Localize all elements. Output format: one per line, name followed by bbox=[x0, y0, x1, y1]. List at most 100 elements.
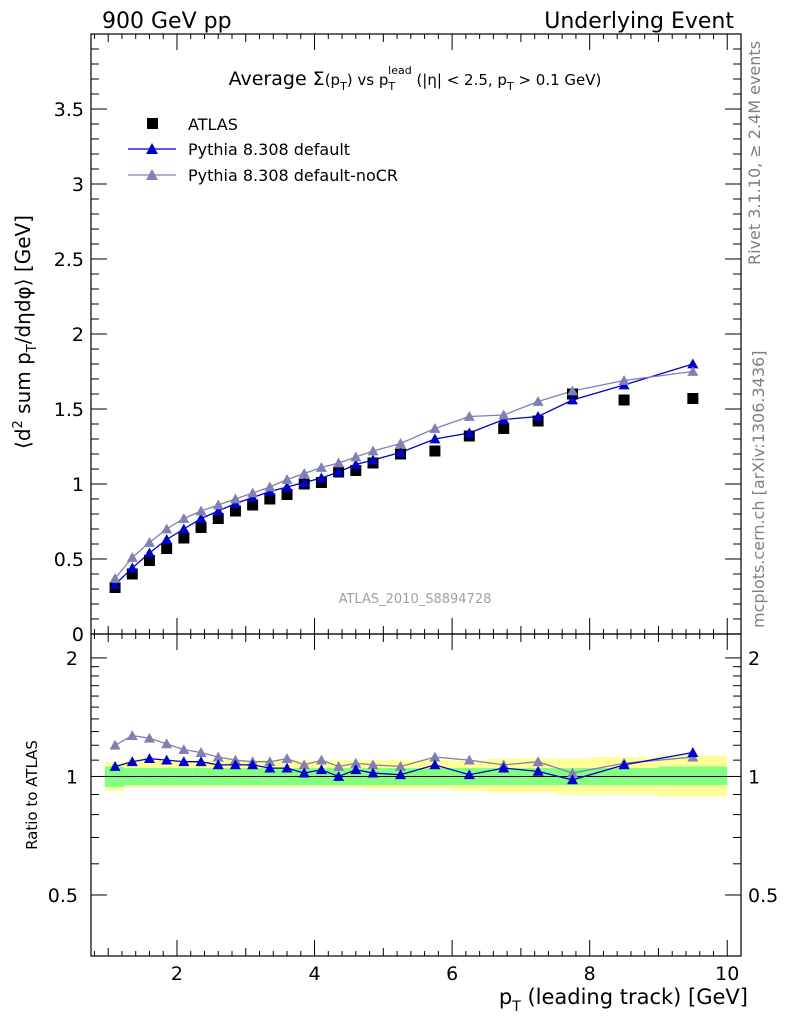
series-1-point bbox=[161, 534, 173, 544]
series-2-point bbox=[281, 474, 293, 484]
ratio-series-line-1 bbox=[114, 734, 693, 774]
ratio-series-0-point bbox=[247, 759, 259, 770]
series-1-point bbox=[463, 427, 475, 438]
ratio-series-1-point bbox=[333, 760, 345, 771]
ratio-series-0-point bbox=[618, 759, 630, 770]
main-ytick-label: 2.5 bbox=[54, 249, 84, 271]
series-2-point bbox=[429, 423, 441, 433]
atlas-point bbox=[687, 393, 699, 404]
ratio-series-0-point bbox=[178, 756, 190, 767]
main-ytick-label: 3.5 bbox=[54, 99, 84, 121]
legend-item-nocr: Pythia 8.308 default-noCR bbox=[128, 166, 398, 185]
ratio-series-0-point bbox=[395, 769, 407, 780]
ratio-series-0-point bbox=[109, 760, 121, 771]
atlas-point bbox=[161, 543, 173, 554]
series-line-1 bbox=[114, 363, 694, 585]
ratio-series-1-point bbox=[429, 751, 441, 762]
ratio-series-1-point bbox=[532, 756, 544, 767]
series-2-point bbox=[333, 457, 345, 468]
main-ytick-label: 1.5 bbox=[54, 399, 84, 421]
series-1-point bbox=[395, 447, 407, 457]
header-left: 900 GeV pp bbox=[102, 9, 232, 34]
mcplots-label: mcplots.cern.ch [arXiv:1306.3436] bbox=[749, 351, 768, 628]
ratio-series-1-point bbox=[109, 739, 121, 750]
atlas-point bbox=[195, 522, 207, 533]
series-2-point bbox=[143, 537, 155, 547]
header-right: Underlying Event bbox=[544, 9, 734, 34]
series-1-point bbox=[298, 477, 310, 487]
series-2-point bbox=[195, 505, 207, 516]
legend-marker-atlas bbox=[147, 118, 158, 129]
ratio-series-0-point bbox=[687, 747, 699, 757]
chart-title: Average Σ(pT) vs pTlead (|η| < 2.5, pT >… bbox=[229, 64, 602, 93]
ratio-y-axis-label: Ratio to ATLAS bbox=[23, 740, 41, 850]
ratio-series-0-point bbox=[229, 759, 241, 770]
main-panel: 0 0.5 1 1.5 2 2.5 3 3.5 ATLAS_2010_S8894728 Ave… bbox=[11, 33, 742, 646]
series-2-point bbox=[298, 468, 310, 478]
xtick-label: 10 bbox=[715, 963, 739, 985]
series-2-point bbox=[687, 366, 699, 376]
series-2-point bbox=[247, 487, 259, 498]
ratio-series-0-point bbox=[566, 774, 578, 785]
main-ytick-label: 0 bbox=[72, 624, 84, 646]
ratio-series-1-point bbox=[195, 747, 207, 757]
ratio-ytick-label: 2 bbox=[66, 648, 78, 670]
series-2-point bbox=[161, 523, 173, 534]
series-2-point bbox=[350, 451, 362, 462]
ratio-band-inner bbox=[658, 766, 728, 786]
ratio-series-1-point bbox=[315, 754, 327, 765]
ratio-ytick-label-right: 2 bbox=[748, 648, 760, 670]
ratio-series-0-point bbox=[333, 770, 345, 781]
legend-item-atlas: ATLAS bbox=[147, 115, 238, 134]
ratio-series-0-point bbox=[298, 767, 310, 778]
series-1-point bbox=[195, 513, 207, 523]
ratio-series-1-point bbox=[212, 751, 224, 762]
ratio-series-1-point bbox=[463, 754, 475, 765]
series-1-point bbox=[212, 505, 224, 516]
ratio-series-1-point bbox=[367, 759, 379, 770]
main-ytick-label: 0.5 bbox=[54, 549, 84, 571]
xtick-label: 8 bbox=[584, 963, 596, 985]
atlas-point bbox=[618, 394, 630, 406]
ratio-series-1-point bbox=[178, 744, 190, 754]
atlas-point bbox=[498, 423, 510, 434]
series-2-point bbox=[367, 445, 379, 456]
ratio-series-0-point bbox=[143, 753, 155, 764]
series-1-point bbox=[281, 481, 293, 492]
ratio-series-0-point bbox=[212, 759, 224, 770]
ratio-ytick-label: 1 bbox=[66, 766, 78, 788]
series-2-point bbox=[229, 493, 241, 504]
ratio-series-0-point bbox=[532, 765, 544, 776]
atlas-point bbox=[212, 513, 224, 524]
series-1-point bbox=[109, 579, 121, 589]
series-1-point bbox=[126, 562, 138, 573]
ratio-series-0-point bbox=[350, 764, 362, 775]
xtick-label: 2 bbox=[171, 963, 183, 985]
ratio-series-1-point bbox=[126, 730, 138, 740]
series-1-point bbox=[532, 411, 544, 421]
atlas-point bbox=[532, 415, 544, 427]
series-1-point bbox=[687, 358, 699, 369]
atlas-point bbox=[143, 555, 155, 566]
y-axis-label: ⟨d2 sum pT/dηdφ⟩ [GeV] bbox=[11, 215, 40, 449]
ratio-series-1-point bbox=[298, 759, 310, 770]
series-2-point bbox=[178, 513, 190, 523]
x-axis-label: pT (leading track) [GeV] bbox=[499, 985, 748, 1015]
ratio-series-0-point bbox=[367, 767, 379, 778]
legend-marker-default bbox=[146, 143, 158, 154]
series-1-point bbox=[143, 547, 155, 558]
ratio-series-1-point bbox=[143, 732, 155, 743]
atlas-point bbox=[178, 532, 190, 544]
main-ytick-label: 3 bbox=[72, 174, 84, 196]
ratio-series-1-point bbox=[566, 767, 578, 778]
ratio-series-0-point bbox=[195, 756, 207, 767]
atlas-point bbox=[264, 493, 276, 505]
series-1-point bbox=[178, 523, 190, 534]
ratio-series-0-point bbox=[264, 762, 276, 773]
rivet-label: Rivet 3.1.10, ≥ 2.4M events bbox=[745, 41, 764, 265]
atlas-point bbox=[229, 505, 241, 517]
ratio-series-0-point bbox=[463, 769, 475, 780]
atlas-point bbox=[126, 568, 138, 580]
ratio-series-1-point bbox=[161, 738, 173, 749]
series-2-point bbox=[532, 396, 544, 406]
